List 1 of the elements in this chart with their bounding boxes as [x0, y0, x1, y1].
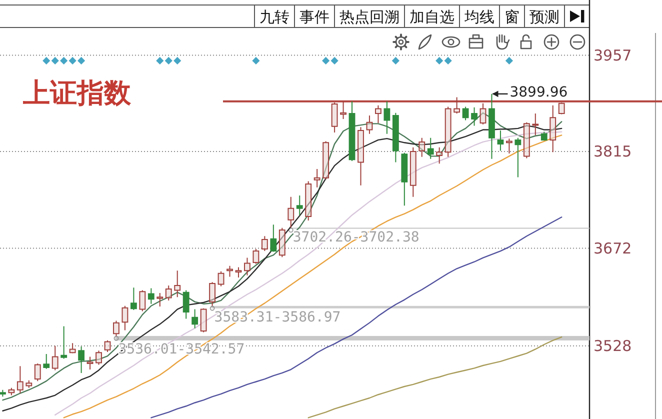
title: 上证指数 [23, 78, 131, 109]
